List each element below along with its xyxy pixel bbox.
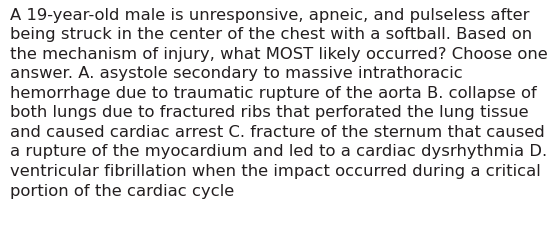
Text: A 19-year-old male is unresponsive, apneic, and pulseless after
being struck in : A 19-year-old male is unresponsive, apne…: [10, 8, 548, 198]
